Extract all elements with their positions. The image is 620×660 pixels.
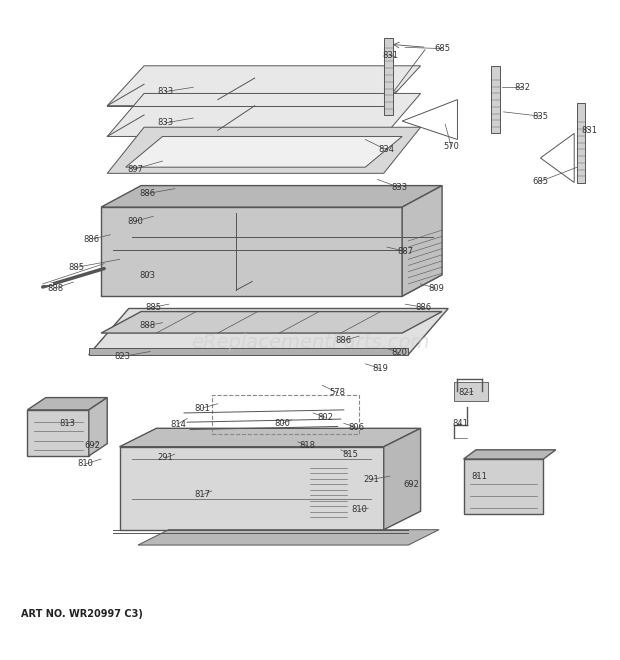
Text: 887: 887 [397, 247, 414, 256]
Text: 886: 886 [415, 303, 432, 312]
Text: 820: 820 [391, 348, 407, 357]
Polygon shape [126, 137, 402, 167]
Polygon shape [27, 410, 89, 456]
Text: 814: 814 [170, 420, 186, 428]
Text: 833: 833 [157, 87, 174, 96]
Text: 291: 291 [157, 453, 174, 462]
Polygon shape [107, 94, 420, 137]
Text: 818: 818 [299, 441, 315, 450]
Text: 831: 831 [382, 51, 398, 60]
Text: 801: 801 [195, 403, 210, 412]
Text: 823: 823 [115, 352, 131, 361]
Polygon shape [384, 38, 393, 115]
Text: 685: 685 [533, 177, 549, 186]
Polygon shape [491, 66, 500, 133]
Text: 813: 813 [60, 419, 75, 428]
Polygon shape [27, 397, 107, 410]
Polygon shape [89, 397, 107, 456]
Text: 819: 819 [373, 364, 389, 373]
Text: 809: 809 [428, 284, 444, 293]
Text: eReplacementParts.com: eReplacementParts.com [191, 333, 429, 352]
Polygon shape [402, 185, 442, 296]
Polygon shape [107, 66, 420, 106]
Text: 811: 811 [471, 472, 487, 480]
Polygon shape [120, 447, 384, 530]
Text: 885: 885 [145, 303, 161, 312]
Polygon shape [464, 450, 556, 459]
Polygon shape [120, 428, 420, 447]
Text: 806: 806 [348, 422, 364, 432]
Text: 888: 888 [47, 284, 63, 293]
Polygon shape [464, 459, 544, 514]
Polygon shape [384, 428, 420, 530]
Text: 886: 886 [84, 234, 100, 244]
Polygon shape [101, 207, 402, 296]
Text: 897: 897 [127, 164, 143, 174]
Text: 833: 833 [157, 118, 174, 127]
Text: 815: 815 [342, 449, 358, 459]
Text: 810: 810 [351, 505, 367, 514]
Text: 800: 800 [275, 419, 290, 428]
Text: 888: 888 [139, 321, 155, 330]
Polygon shape [101, 185, 442, 207]
Polygon shape [101, 312, 442, 333]
Text: 834: 834 [379, 145, 395, 154]
Text: 841: 841 [453, 419, 469, 428]
Text: 821: 821 [459, 388, 475, 397]
Polygon shape [89, 348, 409, 354]
Text: 886: 886 [139, 189, 155, 198]
Text: 832: 832 [514, 82, 530, 92]
Text: 802: 802 [317, 412, 334, 422]
Polygon shape [138, 530, 439, 545]
Polygon shape [454, 382, 488, 401]
Polygon shape [89, 308, 448, 354]
Polygon shape [107, 127, 420, 174]
Text: 692: 692 [84, 441, 100, 450]
Text: ART NO. WR20997 C3): ART NO. WR20997 C3) [21, 609, 143, 619]
Text: 692: 692 [404, 480, 419, 489]
Text: 835: 835 [533, 112, 549, 121]
Text: 810: 810 [78, 459, 94, 469]
Polygon shape [101, 275, 442, 296]
Text: 291: 291 [363, 475, 379, 484]
Text: 890: 890 [127, 216, 143, 226]
Polygon shape [577, 103, 585, 183]
Text: 578: 578 [330, 388, 346, 397]
Text: 570: 570 [443, 143, 459, 151]
Text: 886: 886 [336, 336, 352, 345]
Text: 803: 803 [139, 271, 155, 280]
Text: 685: 685 [434, 44, 450, 53]
Text: 817: 817 [195, 490, 210, 499]
Text: 831: 831 [582, 126, 598, 135]
Text: 885: 885 [69, 263, 84, 272]
Text: 833: 833 [391, 183, 407, 192]
